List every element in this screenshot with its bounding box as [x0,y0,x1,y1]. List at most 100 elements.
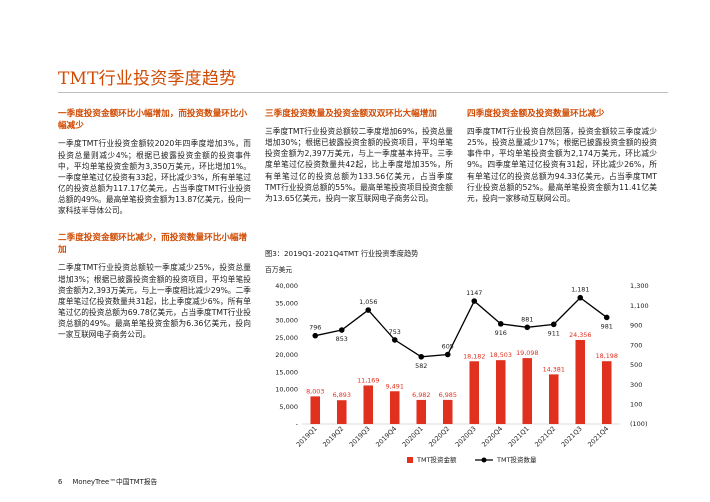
bar-2019Q4 [389,391,400,424]
page-title: TMT行业投资季度趋势 [58,69,237,89]
y2-axis-tick-label: 1,300 [630,282,649,290]
y-axis-tick-label: 10,000 [275,386,298,394]
count-value-label: 753 [389,328,401,336]
count-value-label: 881 [521,315,533,323]
y-axis-tick-label: 25,000 [275,334,298,342]
bar-2020Q4 [495,360,506,424]
bar-2021Q2 [548,374,559,424]
section-q3-heading: 三季度投资数量及投资金额双双环比大幅增加 [265,109,437,119]
bar-value-label: 6,893 [333,391,351,399]
x-axis-tick-label: 2019Q4 [374,425,398,449]
y2-axis-tick-label: 300 [630,381,642,389]
y-axis-tick-label: 15,000 [275,368,298,376]
bar-value-label: 9,491 [386,382,404,390]
section-q1: 一季度投资金额环比小幅增加，而投资数量环比小幅减少 一季度TMT行业投资金额较2… [58,108,251,216]
bar-value-label: 18,198 [596,352,618,360]
section-q4: 四季度投资金额及投资数量环比减少 四季度TMT行业投资自然回落，投资金额较三季度… [467,108,657,204]
section-q3: 三季度投资数量及投资金额双双环比大幅增加 三季度TMT行业投资总额较二季度增加6… [265,108,453,204]
x-axis-tick-label: 2019Q2 [321,425,345,449]
y-axis-tick-label: 20,000 [275,351,298,359]
section-q4-heading: 四季度投资金额及投资数量环比减少 [467,109,605,119]
bar-value-label: 14,381 [543,365,565,373]
bar-2019Q1 [310,396,321,424]
x-axis-tick-label: 2021Q3 [560,425,584,449]
count-point-2021Q4 [603,314,610,321]
page-number: 6 [58,478,63,486]
section-q2-heading: 二季度投资金额环比减少，而投资数量环比小幅增加 [58,233,248,256]
count-value-label: 911 [548,329,560,337]
count-value-label: 582 [415,362,427,370]
footer-text: MoneyTree™中国TMT报告 [72,478,158,486]
bar-value-label: 6,982 [412,391,430,399]
x-axis-tick-label: 2021Q4 [586,425,610,449]
bar-value-label: 11,169 [357,376,379,384]
section-q2-body: 二季度TMT行业投资总额较一季度减少25%，投资总量增加3%；根据已披露投资金额… [58,263,251,339]
count-value-label: 1,056 [359,298,377,306]
x-axis-tick-label: 2021Q2 [533,425,557,449]
count-point-2021Q2 [550,321,557,328]
count-point-2020Q3 [471,298,478,304]
legend-bar-swatch [407,457,413,463]
section-q1-heading: 一季度投资金额环比小幅增加，而投资数量环比小幅减少 [58,109,248,132]
count-value-label: 981 [601,322,613,330]
count-point-2020Q2 [444,351,451,358]
count-point-2020Q1 [418,353,425,360]
count-value-label: 853 [336,335,348,343]
bar-2020Q2 [442,399,453,424]
investment-trend-chart: - 5,000 10,000 15,000 20,000 25,000 30,000 35,0… [275,282,649,464]
count-point-2019Q2 [338,327,345,333]
bar-value-label: 6,985 [439,391,457,399]
bar-2021Q4 [601,361,612,424]
y2-axis-tick-label: 900 [630,322,642,330]
y2-axis-tick-label: 1,100 [630,302,649,310]
y-axis-tick-label: 30,000 [275,317,298,325]
bar-value-label: 18,182 [463,352,485,360]
section-q2: 二季度投资金额环比减少，而投资数量环比小幅增加 二季度TMT行业投资总额较一季度… [58,232,251,340]
count-point-2020Q4 [497,321,504,327]
legend-bar-label: TMT投资金额 [416,455,457,464]
y-axis-tick-label: - [296,420,299,428]
count-value-label: 605 [442,343,454,351]
section-q1-body: 一季度TMT行业投资金额较2020年四季度增加3%，而投资总量则减少4%；根据已… [58,139,251,215]
x-axis-tick-label: 2020Q3 [454,425,478,449]
y-axis-tick-label: 35,000 [275,299,298,307]
y-axis-tick-label: 5,000 [279,403,298,411]
bar-2020Q3 [469,361,480,424]
count-point-2019Q4 [391,337,398,343]
bar-value-label: 18,503 [490,351,512,359]
y2-axis-tick-label: 700 [630,341,642,349]
bar-value-label: 24,356 [569,331,591,339]
bar-2021Q1 [522,358,533,424]
count-series-line [315,296,608,358]
legend-line-label: TMT投资数量 [496,455,537,464]
count-point-2019Q3 [365,307,372,313]
page-footer: 6 MoneyTree™中国TMT报告 [58,476,157,486]
y-axis-tick-label: 40,000 [275,282,298,290]
x-axis-tick-label: 2020Q4 [480,425,504,449]
y2-axis-tick-label: (100) [630,420,647,428]
y2-axis-tick-label: 500 [630,361,642,369]
count-value-label: 1,181 [571,286,589,294]
bar-2020Q1 [416,399,427,424]
title-divider [58,92,668,93]
x-axis-tick-label: 2021Q1 [507,425,531,449]
y2-axis-tick-label: 100 [630,400,642,408]
x-axis-tick-label: 2020Q2 [427,425,451,449]
x-axis-tick-label: 2019Q1 [295,425,319,449]
bar-value-label: 19,098 [516,349,538,357]
bar-2021Q3 [575,339,586,424]
count-point-2021Q1 [524,324,531,331]
count-point-2019Q1 [312,332,319,339]
x-axis-tick-label: 2020Q1 [401,425,425,449]
x-axis-tick-label: 2019Q3 [348,425,372,449]
count-value-label: 916 [495,329,507,337]
section-q3-body: 三季度TMT行业投资总额较二季度增加69%，投资总量增加30%；根据已披露投资金… [265,127,453,203]
chart-unit-label: 百万美元 [265,266,293,274]
figure-caption: 图3：2019Q1-2021Q4TMT 行业投资季度趋势 [265,249,419,258]
count-point-2021Q3 [577,294,584,301]
count-value-label: 1147 [466,289,482,297]
bar-2019Q3 [363,385,374,424]
count-value-label: 796 [309,324,321,332]
legend-line-marker [481,457,487,463]
